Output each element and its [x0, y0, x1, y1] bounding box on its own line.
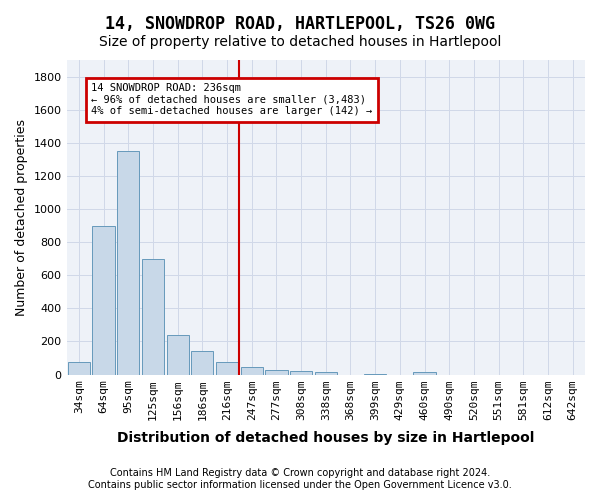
Y-axis label: Number of detached properties: Number of detached properties — [15, 119, 28, 316]
Bar — [265, 370, 287, 374]
Text: Contains HM Land Registry data © Crown copyright and database right 2024.
Contai: Contains HM Land Registry data © Crown c… — [88, 468, 512, 490]
Text: 14, SNOWDROP ROAD, HARTLEPOOL, TS26 0WG: 14, SNOWDROP ROAD, HARTLEPOOL, TS26 0WG — [105, 15, 495, 33]
Bar — [314, 372, 337, 374]
Bar — [142, 258, 164, 374]
Text: Size of property relative to detached houses in Hartlepool: Size of property relative to detached ho… — [99, 35, 501, 49]
X-axis label: Distribution of detached houses by size in Hartlepool: Distribution of detached houses by size … — [117, 431, 535, 445]
Bar — [68, 362, 90, 374]
Bar — [216, 362, 238, 374]
Bar — [290, 371, 312, 374]
Bar — [92, 226, 115, 374]
Bar — [413, 372, 436, 374]
Bar — [167, 335, 189, 374]
Bar — [191, 352, 214, 374]
Bar — [241, 367, 263, 374]
Text: 14 SNOWDROP ROAD: 236sqm
← 96% of detached houses are smaller (3,483)
4% of semi: 14 SNOWDROP ROAD: 236sqm ← 96% of detach… — [91, 83, 373, 116]
Bar — [117, 151, 139, 374]
